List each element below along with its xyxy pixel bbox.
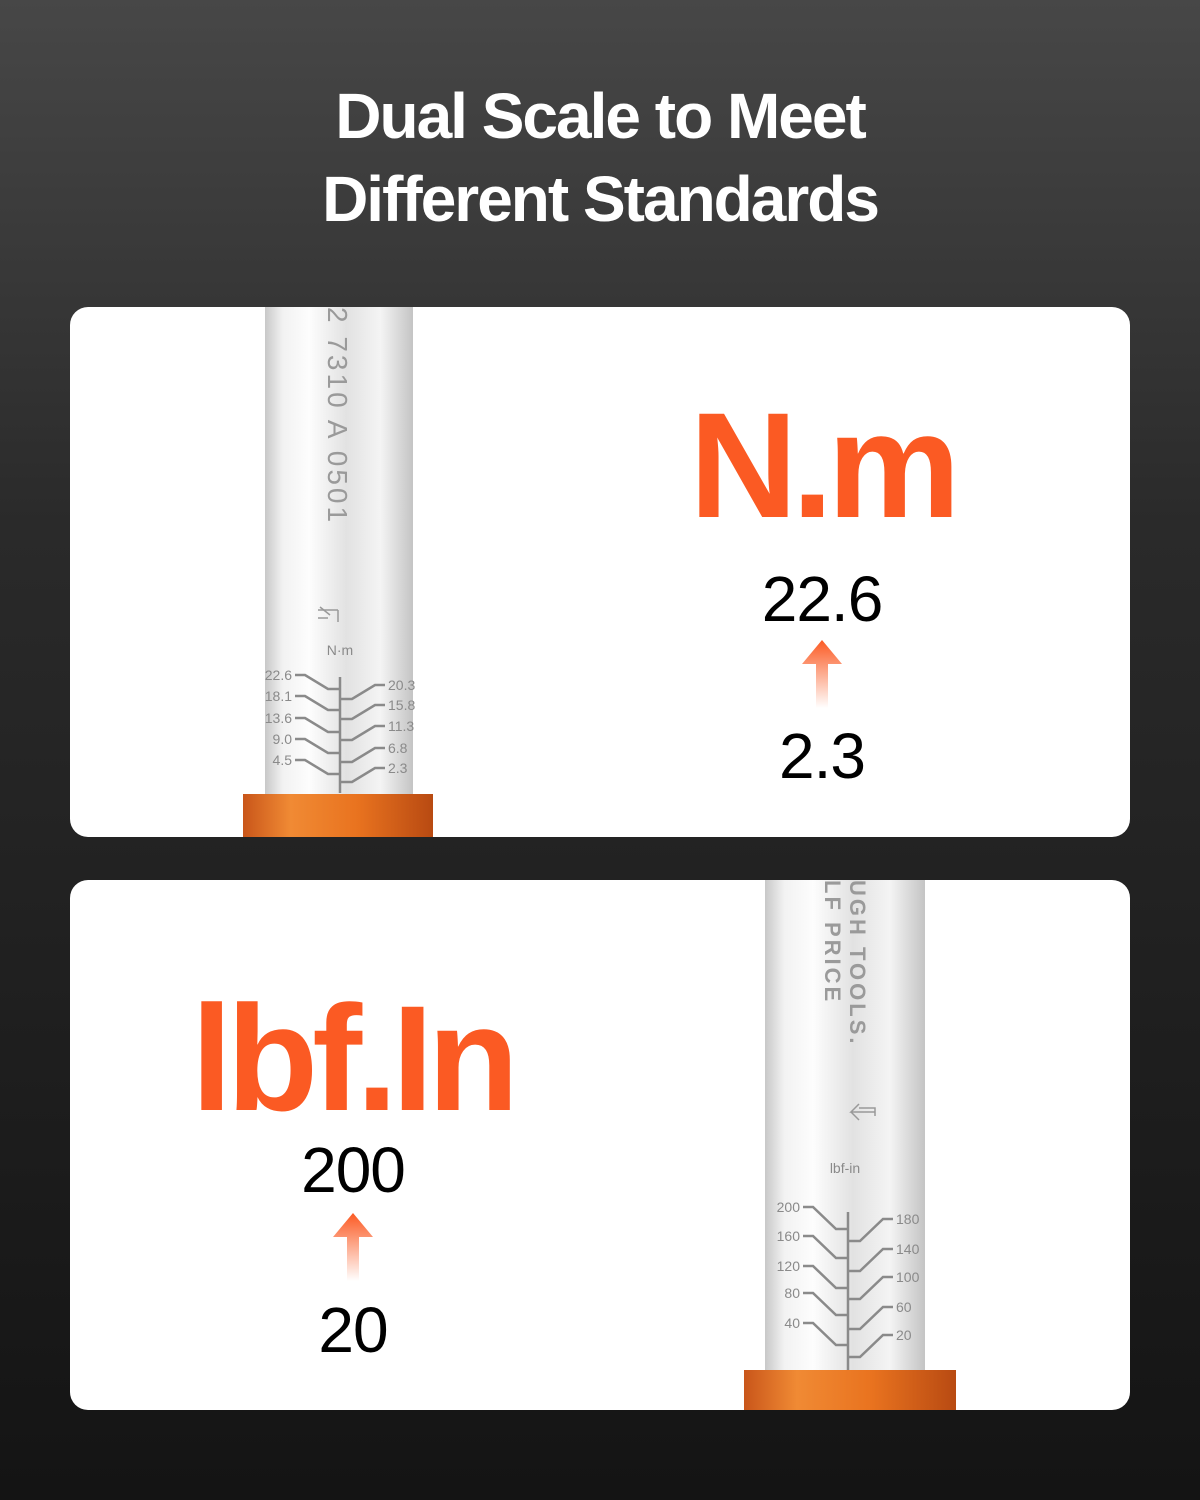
scale-tick	[340, 766, 385, 784]
lbf-scale-panel: UGH TOOLS. LF PRICE lbf-in 200 160 120 80 40…	[70, 880, 1130, 1410]
scale-tick	[848, 1333, 893, 1359]
scale-tick	[803, 1234, 848, 1260]
headline-line-2: Different Standards	[322, 163, 880, 235]
scale-tick	[340, 746, 385, 764]
scale-label: 160	[777, 1228, 801, 1244]
scale-label: 180	[896, 1211, 920, 1227]
wrench-tube	[765, 880, 925, 1375]
scale-tick	[295, 716, 340, 734]
scale-label: 60	[896, 1299, 912, 1315]
scale-label: 4.5	[273, 752, 293, 768]
nm-scale-panel: 2 7310 A 0501 N·m 22.6 18.1 13.6 9.0 4.5 20.3…	[70, 307, 1130, 837]
scale-tick	[340, 703, 385, 721]
scale-label: 13.6	[265, 710, 292, 726]
min-value: 2.3	[779, 720, 866, 792]
scale-tick	[803, 1205, 848, 1231]
wrench-collar	[243, 794, 433, 837]
scale-label: 200	[777, 1199, 801, 1215]
scale-tick	[295, 673, 340, 691]
tube-unit-label: N·m	[327, 642, 353, 658]
scale-label: 2.3	[388, 760, 408, 776]
scale-label: 15.8	[388, 697, 415, 713]
scale-label: 80	[784, 1285, 800, 1301]
scale-tick	[848, 1247, 893, 1273]
scale-tick	[848, 1275, 893, 1301]
scale-tick	[340, 683, 385, 701]
scale-label: 9.0	[273, 731, 293, 747]
tube-unit-label: lbf-in	[830, 1160, 860, 1176]
scale-tick	[295, 758, 340, 776]
arrow-up-icon	[802, 640, 842, 708]
scale-tick	[340, 724, 385, 742]
scale-label: 120	[777, 1258, 801, 1274]
nm-tube-scale: N·m 22.6 18.1 13.6 9.0 4.5 20.3 15.8 11.3 6.8 2.3	[265, 606, 415, 793]
wrench-collar	[744, 1370, 956, 1410]
scale-tick	[295, 694, 340, 712]
scale-tick	[848, 1217, 893, 1243]
max-value: 22.6	[761, 563, 884, 635]
scale-label: 140	[896, 1241, 920, 1257]
scale-tick	[848, 1305, 893, 1331]
scale-label: 22.6	[265, 667, 292, 683]
headline-line-1: Dual Scale to Meet	[335, 80, 867, 152]
scale-label: 20.3	[388, 677, 415, 693]
unit-label-nm: N.m	[689, 381, 960, 549]
scale-label: 40	[784, 1315, 800, 1331]
arrow-up-icon	[333, 1213, 373, 1281]
min-value: 20	[318, 1294, 388, 1366]
unit-label-lbf: lbf.In	[190, 974, 519, 1142]
scale-tick	[295, 737, 340, 755]
scale-tick	[803, 1291, 848, 1317]
scale-label: 100	[896, 1269, 920, 1285]
scale-label: 11.3	[388, 718, 414, 734]
scale-label: 18.1	[265, 688, 292, 704]
scale-tick	[803, 1264, 848, 1290]
scale-tick	[803, 1321, 848, 1347]
scale-label: 20	[896, 1327, 912, 1343]
scale-label: 6.8	[388, 740, 408, 756]
max-value: 200	[301, 1134, 406, 1206]
lbf-tube-scale: lbf-in 200 160 120 80 40 180 140 100 60 20	[777, 1103, 920, 1370]
